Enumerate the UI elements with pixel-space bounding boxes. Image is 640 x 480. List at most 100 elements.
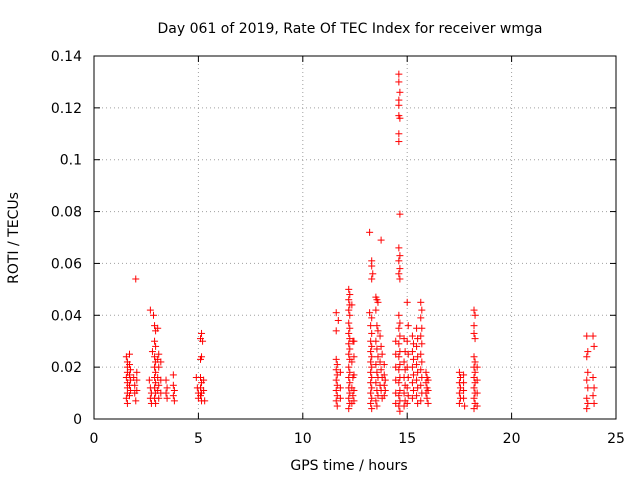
data-point: [413, 361, 421, 369]
data-point: [152, 368, 160, 376]
data-point: [455, 368, 463, 376]
data-point: [583, 353, 591, 361]
data-point: [127, 366, 135, 374]
y-tick-label: 0.1: [60, 153, 82, 169]
data-point: [368, 262, 376, 270]
data-point: [470, 322, 478, 330]
data-point: [155, 394, 163, 402]
data-point: [332, 376, 340, 384]
data-point: [471, 358, 479, 366]
x-tick-label: 10: [294, 431, 312, 447]
axis-ticks: [93, 55, 617, 420]
data-point: [395, 70, 403, 78]
data-point: [470, 329, 478, 337]
data-point: [373, 368, 381, 376]
data-point: [127, 386, 135, 394]
data-point: [470, 384, 478, 392]
data-point: [332, 309, 340, 317]
data-point: [409, 386, 417, 394]
data-point: [417, 314, 425, 322]
data-point: [125, 350, 133, 358]
x-tick-label: 20: [503, 431, 521, 447]
data-point: [201, 397, 209, 405]
data-point: [473, 363, 481, 371]
data-point: [346, 379, 354, 387]
data-point: [471, 368, 479, 376]
data-point: [395, 244, 403, 252]
data-point: [345, 319, 353, 327]
data-point: [368, 384, 376, 392]
y-tick-label: 0.14: [51, 49, 82, 65]
data-point: [374, 392, 382, 400]
data-point: [367, 389, 375, 397]
y-tick-label: 0.12: [51, 101, 82, 117]
data-point: [155, 350, 163, 358]
data-point: [400, 389, 408, 397]
data-point: [369, 270, 377, 278]
data-point: [584, 348, 592, 356]
data-point: [169, 381, 177, 389]
data-point: [367, 368, 375, 376]
data-point: [368, 394, 376, 402]
data-point: [396, 361, 404, 369]
data-point: [372, 397, 380, 405]
data-point: [123, 399, 131, 407]
data-point: [413, 392, 421, 400]
data-point: [350, 371, 358, 379]
data-point: [396, 332, 404, 340]
x-tick-label: 5: [194, 431, 203, 447]
data-point: [346, 324, 354, 332]
data-point: [333, 361, 341, 369]
data-point: [461, 402, 469, 410]
data-point: [380, 361, 388, 369]
x-tick-label: 0: [90, 431, 99, 447]
data-point: [471, 335, 479, 343]
data-point: [345, 394, 353, 402]
data-point: [409, 371, 417, 379]
data-point: [417, 397, 425, 405]
data-point: [125, 392, 133, 400]
data-point: [590, 342, 598, 350]
data-point: [152, 342, 160, 350]
data-point: [396, 407, 404, 415]
data-point: [345, 363, 353, 371]
data-point: [376, 332, 384, 340]
data-point: [345, 296, 353, 304]
x-tick-label: 25: [607, 431, 625, 447]
data-point: [148, 348, 156, 356]
data-point: [154, 324, 162, 332]
data-point: [367, 322, 375, 330]
data-point: [473, 389, 481, 397]
data-point: [408, 379, 416, 387]
data-point: [368, 314, 376, 322]
data-point: [125, 361, 133, 369]
data-point: [200, 386, 208, 394]
data-point: [346, 291, 354, 299]
data-point: [372, 379, 380, 387]
data-point: [583, 405, 591, 413]
data-point: [133, 376, 141, 384]
data-point: [424, 399, 432, 407]
data-point: [404, 392, 412, 400]
data-point: [346, 345, 354, 353]
data-point: [336, 394, 344, 402]
data-point: [418, 358, 426, 366]
data-point: [334, 316, 342, 324]
data-point: [170, 397, 178, 405]
data-point: [377, 342, 385, 350]
data-point: [374, 353, 382, 361]
data-point: [583, 376, 591, 384]
data-point: [381, 376, 389, 384]
data-point: [408, 348, 416, 356]
data-point: [417, 332, 425, 340]
data-point: [162, 389, 170, 397]
data-point: [418, 340, 426, 348]
data-point: [380, 381, 388, 389]
data-point: [162, 376, 170, 384]
data-point: [455, 389, 463, 397]
data-point: [396, 114, 404, 122]
data-point: [345, 405, 353, 413]
data-point: [590, 384, 598, 392]
data-point: [376, 358, 384, 366]
data-point: [422, 368, 430, 376]
